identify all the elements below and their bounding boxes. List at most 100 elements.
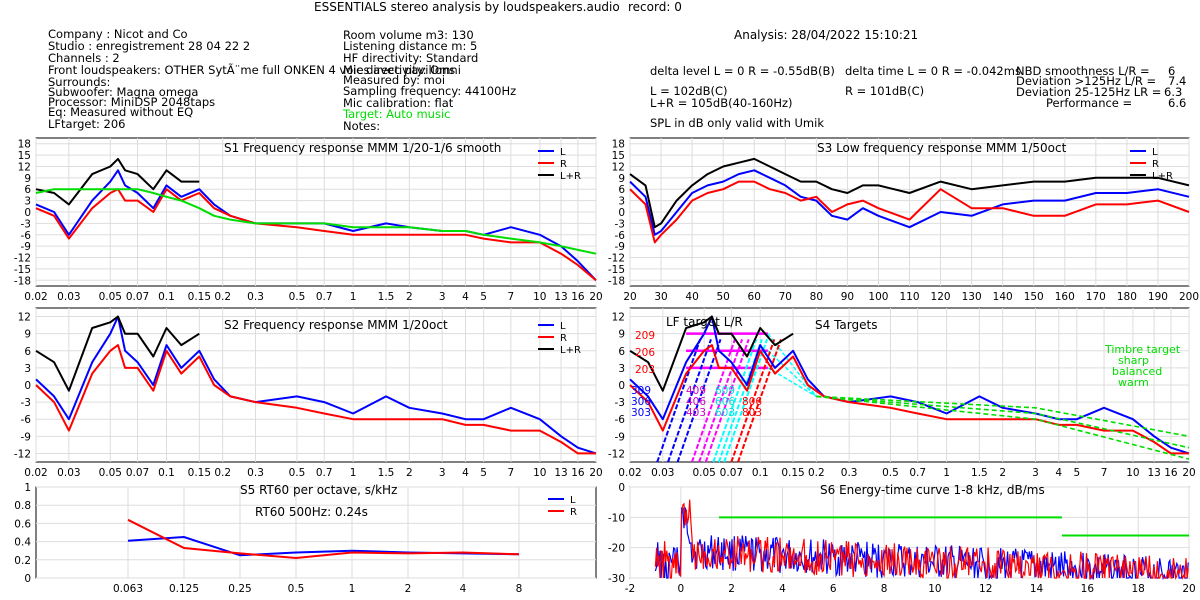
- s1-xtick-8: 0.5: [289, 291, 306, 303]
- info-company: Company : Nicot and Co: [48, 27, 188, 41]
- s4-ramp-2: [676, 339, 722, 463]
- s1-ytick-10: -12: [14, 253, 31, 265]
- s1-ytick-4: 6: [24, 184, 31, 196]
- s2-ytick-1: 9: [24, 329, 31, 341]
- s2-xtick-7: 0.3: [247, 467, 264, 479]
- s3-xtick-13: 150: [1024, 291, 1044, 303]
- s1-xtick-3: 0.07: [126, 291, 149, 303]
- s1-xtick-15: 5: [480, 291, 487, 303]
- s6-xtick-2: 2: [728, 583, 735, 595]
- s5-xtick-6: 4: [460, 583, 467, 595]
- info-target: Target: Auto music: [343, 107, 451, 121]
- s1-xtick-20: 20: [589, 291, 602, 303]
- analysis-date: Analysis: 28/04/2022 15:10:21: [734, 28, 919, 42]
- s4-ytick-3: 3: [618, 363, 625, 375]
- s1-series-target-line: [35, 188, 597, 255]
- delta-level: delta level L = 0 R = -0.55dB(B): [650, 64, 835, 78]
- s5-ytick-1: 0.8: [14, 500, 31, 512]
- s4-timbre-balanced: balanced: [1112, 365, 1162, 378]
- s5-ytick-4: 0.2: [14, 555, 31, 567]
- s1-legend-label-1: R: [560, 159, 567, 170]
- s4-ytick-5: -3: [615, 397, 625, 409]
- s4-xtick-14: 4: [1055, 467, 1062, 479]
- s2-legend-label-1: R: [560, 333, 567, 344]
- info-mic-directivity: Mic directivity: Omni: [343, 63, 461, 77]
- dev125-label: Deviation >125Hz L/R =: [1016, 74, 1157, 88]
- s3-legend-label-0: L: [1152, 147, 1158, 158]
- s3-title: S3 Low frequency response MMM 1/50oct: [817, 141, 1067, 155]
- delta-time: delta time L = 0 R = -0.042ms: [845, 64, 1021, 78]
- s1-ytick-3: 9: [24, 173, 31, 185]
- record-label: record: 0: [628, 0, 682, 14]
- l-level: L = 102dB(C): [650, 84, 728, 98]
- s4-ramp-8: [723, 339, 769, 463]
- s2-xtick-11: 1.5: [378, 467, 395, 479]
- s4-label-magenta-0: 409: [686, 385, 706, 397]
- s4-subtitle: LF target L/R: [666, 315, 743, 329]
- s3-ytick-10: -12: [608, 253, 625, 265]
- s1-xtick-10: 1: [350, 291, 357, 303]
- s3-xtick-5: 70: [779, 291, 792, 303]
- info-surrounds: Surrounds:: [48, 75, 111, 89]
- page-title: ESSENTIALS stereo analysis by loudspeake…: [314, 0, 620, 14]
- s1-ytick-8: -6: [21, 230, 32, 242]
- s6-series-R-line: [654, 499, 1189, 581]
- s6-title: S6 Energy-time curve 1-8 kHz, dB/ms: [820, 483, 1045, 497]
- s4-xtick-18: 13: [1147, 467, 1160, 479]
- s2-xtick-17: 10: [533, 467, 546, 479]
- s3-ytick-7: -3: [615, 218, 625, 230]
- s3-xtick-3: 50: [716, 291, 729, 303]
- s5-xtick-2: 0.25: [228, 583, 251, 595]
- s4-label-cyan-0: 609: [715, 385, 735, 397]
- s3-ytick-12: -18: [608, 275, 625, 287]
- s6-xtick-6: 10: [928, 583, 941, 595]
- info-distance: Listening distance m: 5: [343, 39, 478, 53]
- s2-xtick-8: 0.5: [289, 467, 306, 479]
- info-studio: Studio : enregistrement 28 04 22 2: [48, 39, 251, 53]
- s4-xtick-2: 0.05: [692, 467, 715, 479]
- s4-xtick-19: 16: [1164, 467, 1178, 479]
- s4-timbre-line-2: [816, 395, 1190, 460]
- s4-slope-1: [767, 350, 817, 397]
- s1-ytick-5: 3: [24, 196, 31, 208]
- dev125-value: 7.4: [1168, 74, 1187, 88]
- s2-xtick-9: 0.7: [316, 467, 333, 479]
- s3-legend-label-1: R: [1152, 159, 1159, 170]
- s4-ytick-4: 0: [618, 380, 625, 392]
- s4-ramp-4: [698, 339, 744, 463]
- s3-xtick-6: 80: [810, 291, 823, 303]
- s1-xtick-19: 16: [571, 291, 585, 303]
- spl-note: SPL in dB only valid with Umik: [650, 116, 824, 130]
- s6-xtick-0: -2: [625, 583, 635, 595]
- s2-ytick-2: 6: [24, 346, 31, 358]
- s6-xtick-11: 20: [1182, 583, 1195, 595]
- info-processor: Processor: MiniDSP 2048taps: [48, 95, 216, 109]
- info-notes: Notes:: [343, 119, 381, 133]
- lr-level: L+R = 105dB(40-160Hz): [650, 96, 793, 110]
- s5-xtick-5: 2: [405, 583, 412, 595]
- s1-series-R-line: [35, 188, 597, 282]
- s4-xtick-16: 7: [1101, 467, 1108, 479]
- info-lftarget: LFtarget: 206: [48, 117, 126, 131]
- info-mic-calibration: Mic calibration: flat: [343, 96, 454, 110]
- s5-xtick-4: 1: [349, 583, 356, 595]
- s4-timbre-sharp: sharp: [1118, 354, 1149, 367]
- s3-xtick-0: 20: [623, 291, 636, 303]
- s3-ytick-6: 0: [618, 207, 625, 219]
- info-room-volume: Room volume m3: 130: [343, 28, 474, 42]
- s2-xtick-6: 0.2: [214, 467, 231, 479]
- s1-xtick-9: 0.7: [316, 291, 333, 303]
- s4-label-red-1: 206: [635, 347, 655, 359]
- s4-label-cyan-1: 606: [715, 396, 735, 408]
- nbd-value: 6: [1168, 64, 1176, 78]
- s1-series-LplusR-line: [35, 157, 200, 206]
- s2-ytick-0: 12: [18, 312, 31, 324]
- s4-ytick-7: -9: [615, 431, 625, 443]
- s2-xtick-4: 0.1: [158, 467, 175, 479]
- s1-legend-label-2: L+R: [560, 171, 581, 182]
- s2-xtick-12: 2: [406, 467, 413, 479]
- s2-xtick-18: 13: [554, 467, 567, 479]
- s2-xtick-2: 0.05: [99, 467, 122, 479]
- s4-ramp-1: [667, 339, 712, 463]
- r-level: R = 101dB(C): [845, 84, 925, 98]
